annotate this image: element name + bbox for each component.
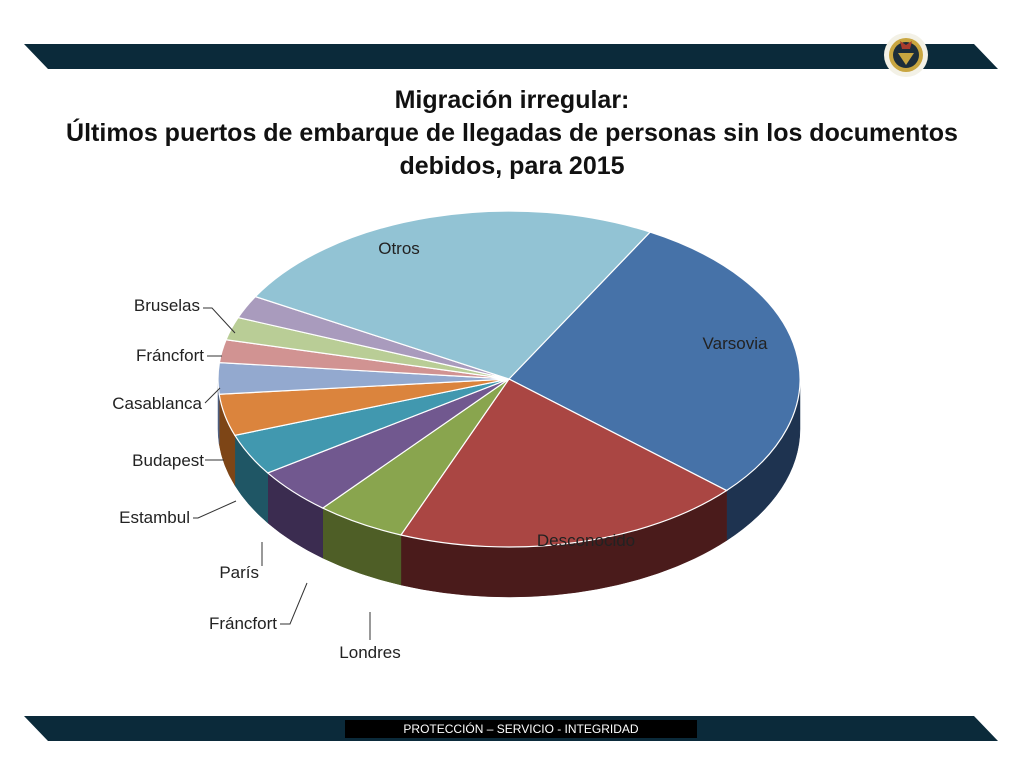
pie-top xyxy=(217,210,801,548)
pie-slice-0 xyxy=(508,231,801,492)
slice-label-4: París xyxy=(219,563,259,582)
slice-label-1: Desconocido xyxy=(537,531,635,550)
slice-label-7: Casablanca xyxy=(112,394,202,413)
slice-label-3: Fráncfort xyxy=(209,614,277,633)
leader-line-3 xyxy=(280,582,308,625)
slice-label-5: Estambul xyxy=(119,508,190,527)
slice-label-10: Otros xyxy=(378,239,420,258)
pie-slice-10 xyxy=(254,210,652,380)
header-band xyxy=(24,44,998,69)
chart-title: Migración irregular: xyxy=(394,86,630,114)
slice-label-8: Fráncfort xyxy=(136,346,204,365)
footer-motto: PROTECCIÓN – SERVICIO - INTEGRIDAD xyxy=(345,720,697,738)
leader-line-9 xyxy=(203,307,236,334)
agency-badge-icon xyxy=(884,33,928,77)
pie-labels: Varsovia Desconocido Londres Fráncfort París… xyxy=(112,239,768,662)
slice-label-0: Varsovia xyxy=(703,334,768,353)
pie-sides xyxy=(217,378,801,598)
slice-label-9: Bruselas xyxy=(134,296,200,315)
leader-line-7 xyxy=(204,387,221,404)
slice-label-2: Londres xyxy=(339,643,400,662)
leader-line-5 xyxy=(193,500,237,519)
chart-subtitle: Últimos puertos de embarque de llegadas … xyxy=(66,119,958,180)
slice-label-6: Budapest xyxy=(132,451,204,470)
pie-slice-1 xyxy=(399,378,728,548)
